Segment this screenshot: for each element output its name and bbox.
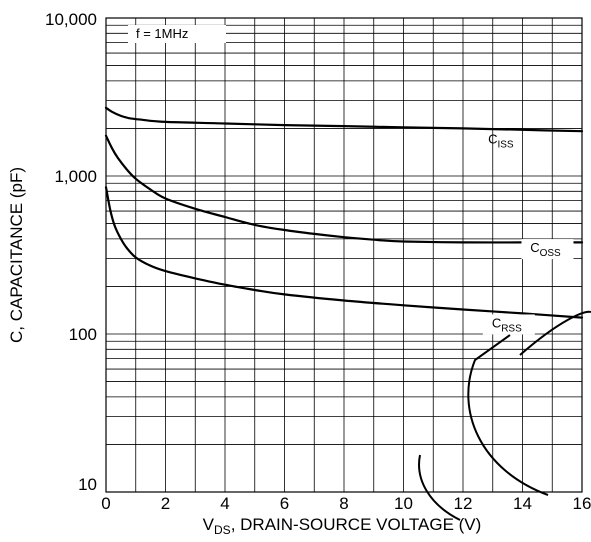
y-tick-labels: 10 100 1,000 10,000 — [45, 10, 97, 494]
x-axis-title-rest: , DRAIN-SOURCE VOLTAGE (V) — [231, 515, 482, 534]
x-tick-label: 2 — [161, 494, 170, 513]
watermark-stroke — [467, 334, 549, 496]
y-axis-title: C, CAPACITANCE (pF) — [7, 167, 26, 343]
x-axis-title: VDS, DRAIN-SOURCE VOLTAGE (V) — [203, 515, 482, 537]
curves — [104, 106, 584, 319]
series-label-sub: OSS — [540, 248, 561, 259]
curve-c-iss — [104, 106, 584, 133]
series-label-c-oss: COSS — [530, 240, 561, 259]
series-label-sub: RSS — [501, 323, 522, 334]
y-tick-label: 100 — [69, 325, 97, 344]
series-label-main: C — [492, 315, 501, 330]
series-label-bg — [482, 314, 535, 335]
series-label-c-rss: CRSS — [492, 315, 522, 334]
x-tick-label: 8 — [339, 494, 348, 513]
plot-frame — [105, 17, 583, 493]
series-label-main: C — [530, 240, 539, 255]
curve-c-oss — [104, 134, 584, 244]
series-label-main: C — [488, 132, 497, 147]
x-tick-label: 6 — [280, 494, 289, 513]
x-tick-label: 10 — [394, 494, 413, 513]
x-axis-title-sub: DS — [214, 523, 231, 537]
annotation-box — [128, 25, 226, 43]
series-label-sub: ISS — [497, 140, 513, 151]
x-axis-title-main: V — [203, 515, 215, 534]
watermark — [418, 310, 591, 521]
curve-c-rss — [104, 186, 584, 319]
x-tick-label: 16 — [573, 494, 591, 513]
series-label-bg — [521, 239, 574, 260]
series-label-c-iss: CISS — [488, 132, 514, 151]
y-tick-label: 10 — [78, 475, 97, 494]
grid-lines — [106, 18, 582, 492]
x-tick-label: 4 — [220, 494, 229, 513]
x-tick-label: 12 — [454, 494, 473, 513]
x-tick-label: 14 — [513, 494, 532, 513]
x-tick-label: 0 — [101, 494, 110, 513]
x-tick-labels: 0 2 4 6 8 10 12 14 16 — [101, 494, 591, 513]
watermark-stroke — [418, 454, 461, 521]
y-tick-label: 1,000 — [54, 167, 97, 186]
y-tick-label: 10,000 — [45, 10, 97, 29]
frequency-annotation: f = 1MHz — [136, 26, 188, 41]
watermark-stroke — [519, 310, 591, 356]
